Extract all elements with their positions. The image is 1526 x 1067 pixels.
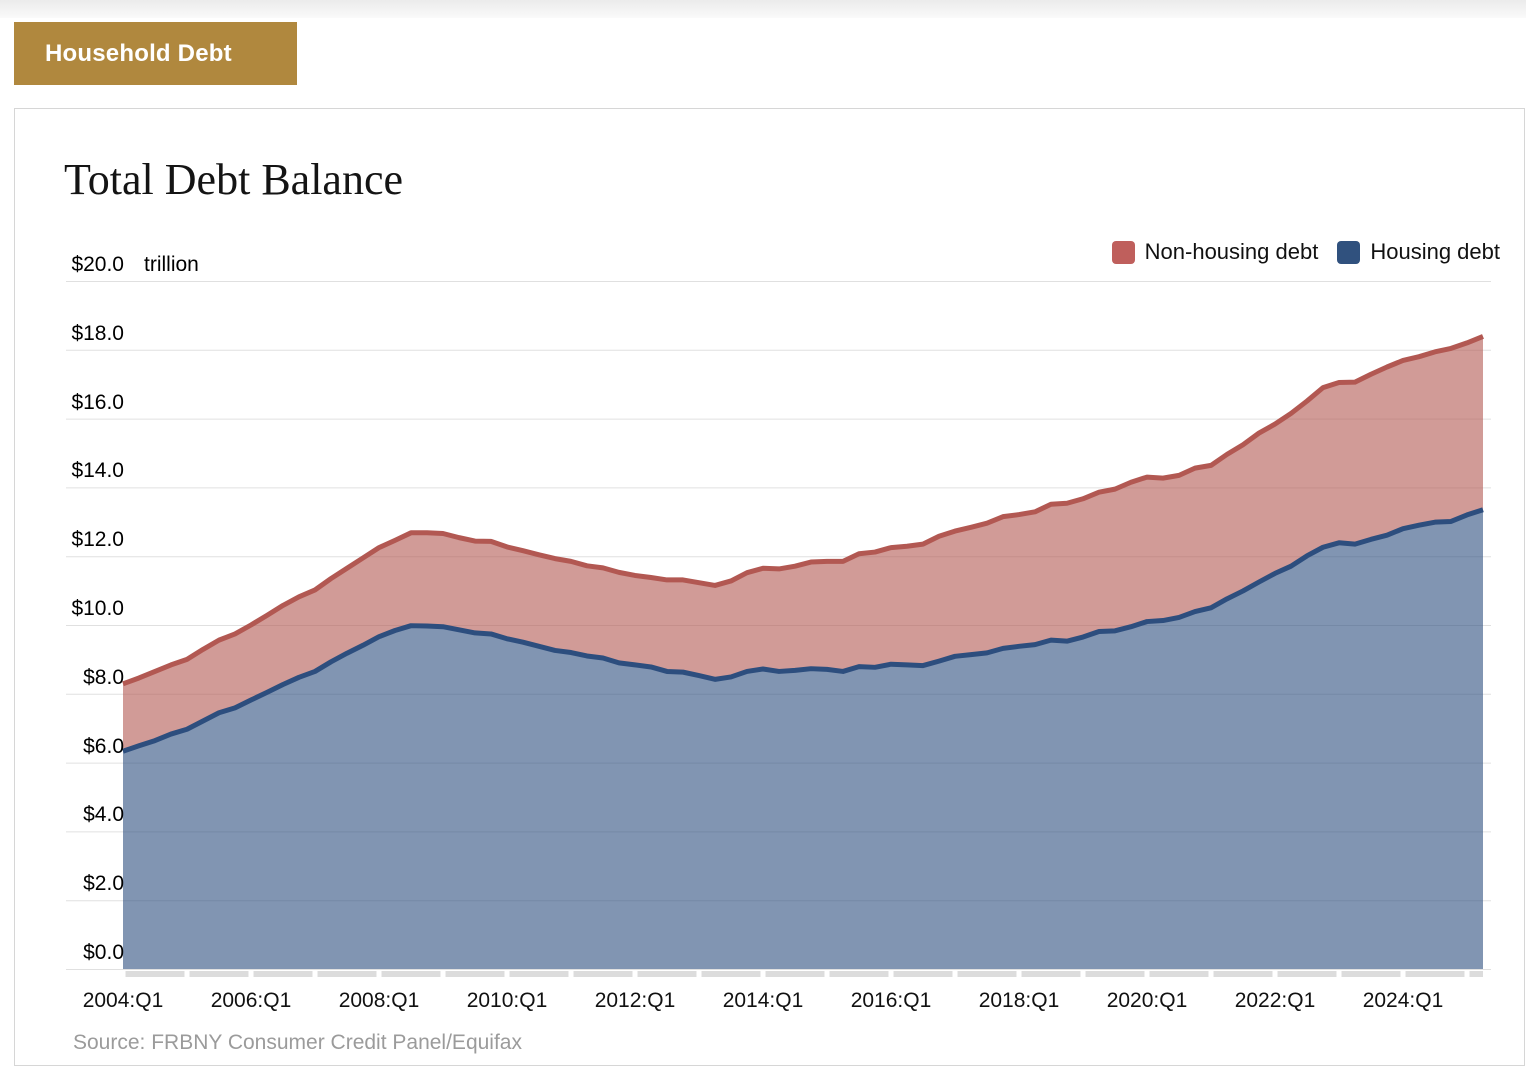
- household-debt-tab-label: Household Debt: [45, 39, 232, 67]
- legend-item-non-housing-debt: Non-housing debt: [1111, 239, 1319, 265]
- y-axis-tick-label: $20.0: [71, 253, 124, 276]
- x-axis-year-tick: [504, 971, 510, 977]
- legend-item-housing-debt: Housing debt: [1337, 239, 1500, 265]
- non-housing-debt-swatch-icon: [1111, 240, 1135, 264]
- source-note: Source: FRBNY Consumer Credit Panel/Equi…: [73, 1031, 522, 1054]
- y-axis-tick-label: $14.0: [71, 459, 124, 483]
- x-axis-tick-label: 2018:Q1: [978, 989, 1060, 1012]
- x-axis-year-tick: [1016, 971, 1022, 977]
- x-axis-tick-label: 2010:Q1: [466, 989, 548, 1012]
- y-axis-tick-label: $0.0: [83, 941, 124, 964]
- x-axis-year-tick: [1464, 971, 1470, 977]
- x-axis-year-tick: [1080, 971, 1086, 977]
- x-axis-year-tick: [1208, 971, 1214, 977]
- y-axis-tick-label: $10.0: [71, 597, 124, 620]
- legend-label-housing-debt: Housing debt: [1370, 239, 1500, 264]
- x-axis-year-tick: [1336, 971, 1342, 977]
- x-axis-year-tick: [760, 971, 766, 977]
- chart-legend: Non-housing debt Housing debt: [1111, 239, 1500, 265]
- x-axis-year-tick: [312, 971, 318, 977]
- x-axis-tick-label: 2008:Q1: [338, 989, 420, 1012]
- x-axis-year-tick: [440, 971, 446, 977]
- x-axis-year-tick: [1272, 971, 1278, 977]
- x-axis-year-tick: [568, 971, 574, 977]
- x-axis-tick-label: 2006:Q1: [210, 989, 292, 1012]
- x-axis-year-tick: [632, 971, 638, 977]
- y-axis-tick-label: $16.0: [71, 390, 124, 414]
- chart-title: Total Debt Balance: [64, 155, 404, 204]
- x-axis-year-tick: [248, 971, 254, 977]
- x-axis-tick-label: 2022:Q1: [1234, 989, 1316, 1012]
- x-axis-tick-label: 2012:Q1: [594, 989, 676, 1012]
- x-axis-year-tick: [1144, 971, 1150, 977]
- x-axis-tick-label: 2020:Q1: [1106, 989, 1188, 1012]
- x-axis-year-tick: [376, 971, 382, 977]
- legend-label-non-housing-debt: Non-housing debt: [1144, 239, 1319, 264]
- x-axis-year-tick: [952, 971, 958, 977]
- non-housing-debt-line: [122, 334, 1484, 687]
- top-strip: [0, 0, 1526, 18]
- x-axis-tick-label: 2014:Q1: [722, 989, 804, 1012]
- x-axis-band: [123, 971, 1483, 977]
- x-axis-tick-label: 2004:Q1: [82, 989, 164, 1012]
- x-axis-year-tick: [120, 971, 126, 977]
- x-axis-year-tick: [1400, 971, 1406, 977]
- chart-plot-area: [66, 281, 1491, 977]
- household-debt-tab[interactable]: Household Debt: [14, 22, 297, 85]
- y-axis-unit-label: trillion: [144, 253, 199, 276]
- x-axis-tick-label: 2024:Q1: [1362, 989, 1444, 1012]
- x-axis-year-tick: [696, 971, 702, 977]
- chart-card: Total Debt Balance Non-housing debt Hous…: [14, 108, 1525, 1066]
- y-axis-tick-label: $18.0: [71, 321, 124, 345]
- x-axis-tick-label: 2016:Q1: [850, 989, 932, 1012]
- y-axis-tick-label: $8.0: [83, 665, 124, 689]
- x-axis-year-tick: [824, 971, 830, 977]
- y-axis-tick-label: $6.0: [83, 734, 124, 758]
- x-axis-year-tick: [888, 971, 894, 977]
- y-axis-tick-label: $2.0: [83, 872, 124, 896]
- housing-debt-swatch-icon: [1337, 240, 1361, 264]
- x-axis-year-tick: [184, 971, 190, 977]
- y-axis-tick-label: $4.0: [83, 803, 124, 827]
- housing-debt-line: [122, 507, 1484, 754]
- y-axis-tick-label: $12.0: [71, 528, 124, 552]
